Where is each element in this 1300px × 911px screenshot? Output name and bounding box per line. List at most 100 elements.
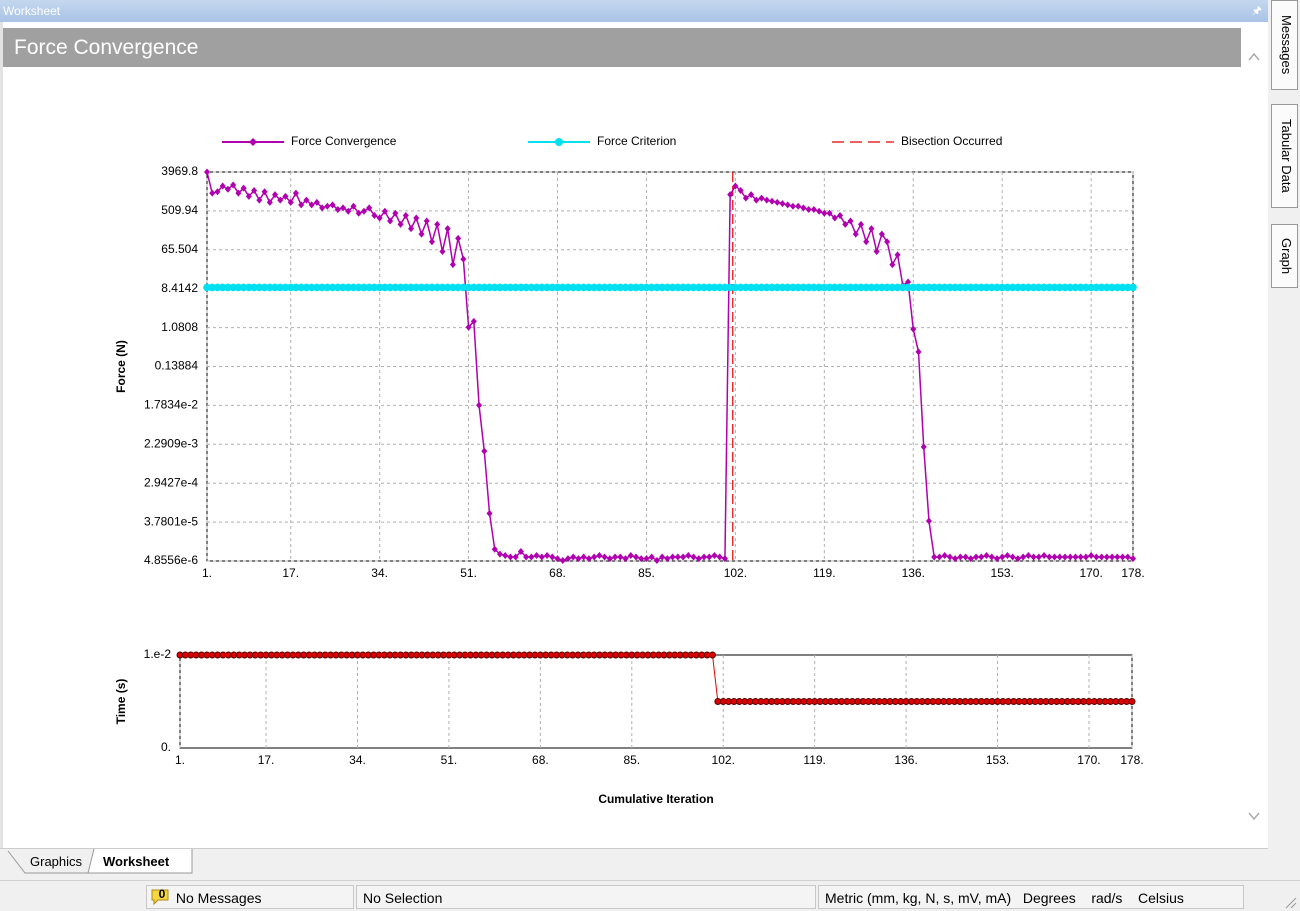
legend-label: Force Criterion bbox=[597, 134, 676, 148]
data-point bbox=[659, 553, 666, 561]
data-point bbox=[408, 225, 415, 233]
data-point bbox=[360, 207, 367, 215]
x-tick-label: 136. bbox=[902, 566, 925, 580]
x-tick-label: 119. bbox=[813, 566, 835, 580]
data-point bbox=[366, 204, 373, 212]
x-axis-label: Cumulative Iteration bbox=[598, 792, 713, 806]
x-tick-label: 34. bbox=[371, 566, 388, 580]
bottom-tab[interactable]: Worksheet bbox=[103, 854, 170, 869]
data-point bbox=[716, 553, 723, 561]
data-point bbox=[214, 188, 221, 196]
side-tabs: Messages Tabular Data Graph bbox=[1268, 0, 1300, 880]
data-point bbox=[957, 553, 964, 561]
data-point bbox=[1035, 553, 1042, 561]
data-point bbox=[324, 202, 331, 210]
side-tab[interactable]: Tabular Data bbox=[1271, 104, 1298, 208]
data-point bbox=[1103, 553, 1110, 561]
data-point bbox=[559, 556, 566, 564]
data-point bbox=[1051, 553, 1058, 561]
x-tick-label: 136. bbox=[894, 753, 917, 767]
x-tick-label: 1. bbox=[202, 566, 212, 580]
data-point bbox=[931, 553, 938, 561]
data-point bbox=[701, 553, 708, 561]
y-tick-label: 65.504 bbox=[161, 242, 198, 256]
x-tick-label: 170. bbox=[1077, 753, 1100, 767]
data-point bbox=[643, 555, 650, 563]
data-point bbox=[706, 553, 713, 561]
x-tick-label: 170. bbox=[1079, 566, 1102, 580]
legend-marker bbox=[555, 138, 563, 146]
data-point bbox=[758, 194, 765, 202]
data-point bbox=[753, 196, 760, 204]
data-point bbox=[256, 196, 263, 204]
data-point bbox=[936, 553, 943, 561]
data-point bbox=[894, 251, 901, 259]
data-point bbox=[240, 184, 247, 192]
data-point bbox=[355, 209, 362, 217]
y-tick-label: 0.13884 bbox=[155, 359, 199, 373]
data-point bbox=[774, 198, 781, 206]
data-point bbox=[292, 189, 299, 197]
x-tick-label: 85. bbox=[638, 566, 655, 580]
bottom-tab[interactable]: Graphics bbox=[30, 854, 83, 869]
data-point bbox=[905, 278, 912, 286]
data-point bbox=[857, 220, 864, 228]
status-bar: 0 No Messages No Selection Metric (mm, k… bbox=[0, 880, 1300, 911]
data-point bbox=[999, 553, 1006, 561]
data-point bbox=[978, 553, 985, 561]
data-point bbox=[988, 553, 995, 561]
x-tick-label: 17. bbox=[258, 753, 275, 767]
data-point bbox=[873, 247, 880, 255]
data-point bbox=[340, 204, 347, 212]
x-tick-label: 51. bbox=[460, 566, 477, 580]
angle-unit: Degrees bbox=[1022, 890, 1076, 906]
data-point bbox=[564, 555, 571, 563]
data-point bbox=[282, 192, 289, 200]
units-cell[interactable]: Metric (mm, kg, N, s, mV, mA) Degrees ra… bbox=[818, 885, 1244, 909]
data-point bbox=[763, 196, 770, 204]
data-point bbox=[470, 317, 477, 325]
selection-cell: No Selection bbox=[356, 885, 816, 909]
data-point bbox=[831, 214, 838, 222]
data-point bbox=[371, 212, 378, 220]
data-point bbox=[1004, 551, 1011, 559]
data-point bbox=[627, 551, 634, 559]
data-point bbox=[868, 225, 875, 233]
data-point bbox=[392, 209, 399, 217]
y-axis-label: Force (N) bbox=[114, 340, 128, 393]
pin-button[interactable]: 🖈 bbox=[1251, 5, 1262, 17]
message-count: 0 bbox=[159, 887, 166, 901]
data-point bbox=[863, 238, 870, 246]
side-tab[interactable]: Graph bbox=[1271, 224, 1298, 288]
data-point bbox=[570, 553, 577, 561]
data-point bbox=[512, 553, 519, 561]
data-point bbox=[230, 181, 237, 189]
resize-grip[interactable] bbox=[1283, 895, 1297, 909]
data-point bbox=[251, 186, 258, 194]
data-point bbox=[1056, 553, 1063, 561]
messages-cell[interactable]: 0 No Messages bbox=[146, 885, 354, 909]
data-point bbox=[528, 553, 535, 561]
data-point bbox=[1128, 698, 1136, 705]
data-point bbox=[507, 553, 514, 561]
data-point bbox=[737, 186, 744, 194]
data-point bbox=[209, 189, 216, 197]
legend-label: Bisection Occurred bbox=[901, 134, 1002, 148]
data-point bbox=[303, 196, 310, 204]
data-point bbox=[941, 551, 948, 559]
data-point bbox=[533, 551, 540, 559]
data-point bbox=[523, 553, 530, 561]
x-tick-label: 153. bbox=[986, 753, 1009, 767]
data-point bbox=[313, 198, 320, 206]
bottom-tabs: Graphics Worksheet bbox=[0, 848, 1268, 878]
y-tick-label: 0. bbox=[161, 740, 171, 754]
data-point bbox=[465, 323, 472, 331]
side-tab[interactable]: Messages bbox=[1271, 0, 1298, 90]
data-point bbox=[455, 234, 462, 242]
data-point bbox=[742, 194, 749, 202]
scrollbar[interactable] bbox=[1241, 28, 1268, 846]
x-tick-label: 68. bbox=[532, 753, 549, 767]
data-point bbox=[967, 555, 974, 563]
title-bar: Worksheet 🖈 bbox=[0, 0, 1268, 22]
